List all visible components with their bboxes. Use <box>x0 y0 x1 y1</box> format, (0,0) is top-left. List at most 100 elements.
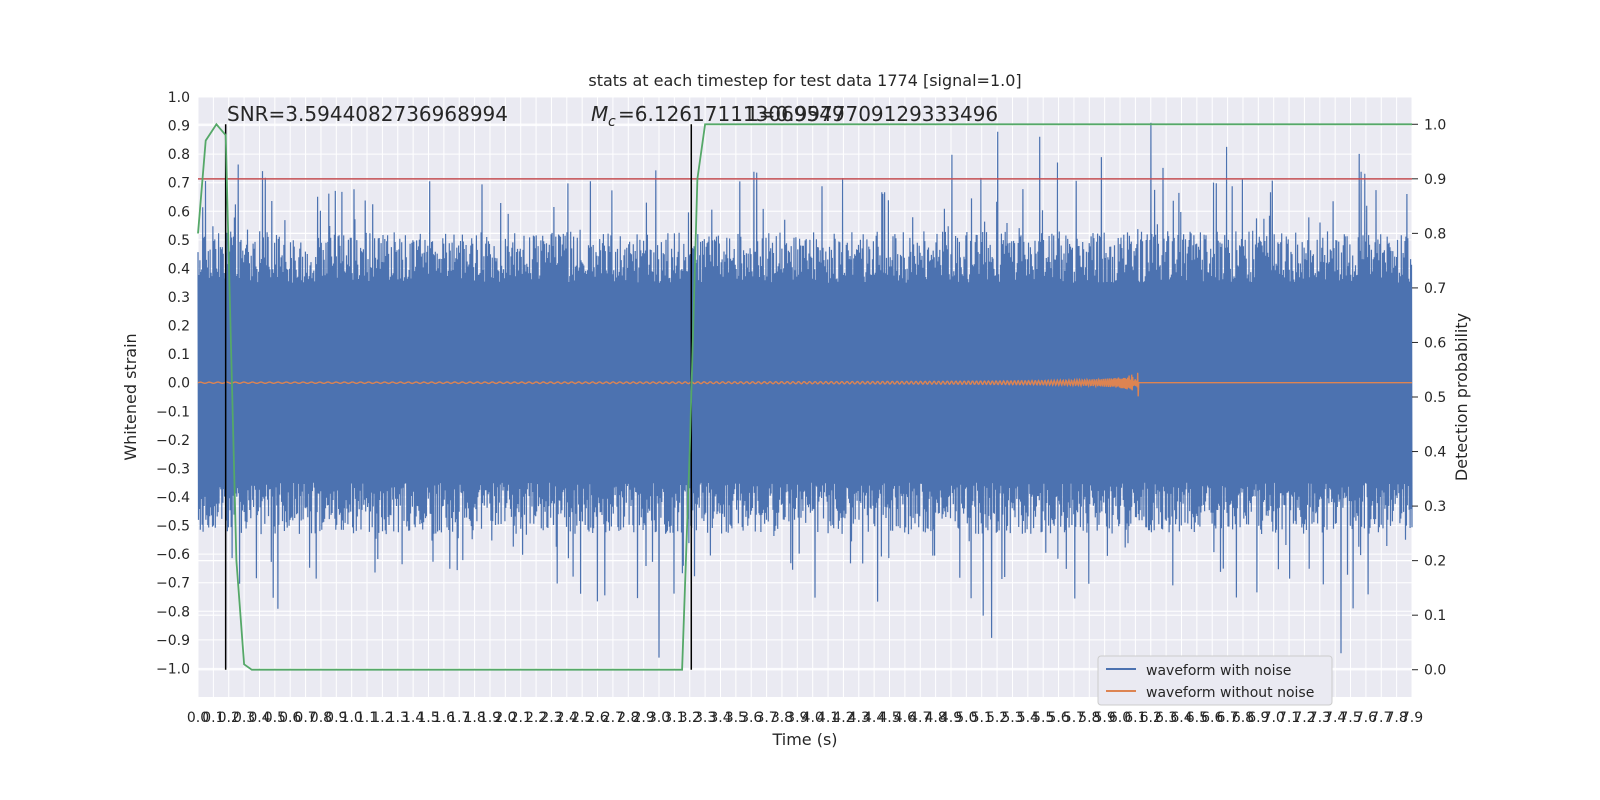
x-tick-52: 5.2 <box>986 710 1008 726</box>
y2-tick-5: 0.5 <box>1424 390 1446 406</box>
x-tick-26: 2.6 <box>586 710 608 726</box>
x-tick-28: 2.8 <box>617 710 639 726</box>
x-tick-1: 0.1 <box>202 710 224 726</box>
x-tick-39: 3.9 <box>786 710 808 726</box>
y-tick-11: 0.1 <box>168 347 190 363</box>
y-tick-20: 1.0 <box>168 90 190 106</box>
y-tick-9: −0.1 <box>156 404 190 420</box>
y-tick-6: −0.4 <box>156 490 190 506</box>
y-tick-5: −0.5 <box>156 519 190 535</box>
x-tick-37: 3.7 <box>755 710 777 726</box>
x-axis-label: Time (s) <box>771 730 837 749</box>
x-tick-64: 6.4 <box>1170 710 1192 726</box>
y-tick-labels: −1.0 −0.9 −0.8 −0.7 −0.6 −0.5 −0.4 −0.3 −0.2 −0.1… <box>156 90 190 677</box>
x-tick-58: 5.8 <box>1078 710 1100 726</box>
x-tick-35: 3.5 <box>725 710 747 726</box>
probability-trace <box>197 122 1412 671</box>
chart-title: stats at each timestep for test data 177… <box>588 71 1021 90</box>
y-tick-10: 0.0 <box>168 376 190 392</box>
x-tick-70: 7.0 <box>1263 710 1285 726</box>
noise-trace <box>197 122 1413 658</box>
x-tick-4: 0.4 <box>248 710 270 726</box>
y2-tick-10: 1.0 <box>1424 117 1446 133</box>
x-tick-41: 4.1 <box>817 710 839 726</box>
chirp-trace <box>197 372 1412 397</box>
x-tick-46: 4.6 <box>894 710 916 726</box>
y-tick-0: −1.0 <box>156 661 190 677</box>
x-tick-55: 5.5 <box>1032 710 1054 726</box>
x-tick-43: 4.3 <box>848 710 870 726</box>
x-tick-77: 7.7 <box>1370 710 1392 726</box>
x-tick-65: 6.5 <box>1186 710 1208 726</box>
y-tick-19: 0.9 <box>168 119 190 135</box>
x-tick-69: 6.9 <box>1247 710 1269 726</box>
x-tick-42: 4.2 <box>832 710 854 726</box>
y2-tick-8: 0.8 <box>1424 226 1446 242</box>
legend-label-noise: waveform with noise <box>1146 663 1291 679</box>
x-tick-59: 5.9 <box>1094 710 1116 726</box>
x-tick-60: 6.0 <box>1109 710 1131 726</box>
x-tick-79: 7.9 <box>1401 710 1423 726</box>
x-tick-66: 6.6 <box>1201 710 1223 726</box>
x-tick-16: 1.6 <box>433 710 455 726</box>
y2-tick-2: 0.2 <box>1424 554 1446 570</box>
x-tick-50: 5.0 <box>955 710 977 726</box>
y-tick-17: 0.7 <box>168 176 190 192</box>
y2-tick-3: 0.3 <box>1424 499 1446 515</box>
y-tick-8: −0.2 <box>156 433 190 449</box>
x-tick-2: 0.2 <box>218 710 240 726</box>
x-tick-11: 1.1 <box>356 710 378 726</box>
x-tick-72: 7.2 <box>1293 710 1315 726</box>
x-tick-71: 7.1 <box>1278 710 1300 726</box>
x-tick-24: 2.4 <box>556 710 578 726</box>
x-tick-67: 6.7 <box>1216 710 1238 726</box>
x-tick-38: 3.8 <box>771 710 793 726</box>
y-tick-7: −0.3 <box>156 461 190 477</box>
x-tick-13: 1.3 <box>387 710 409 726</box>
x-tick-73: 7.3 <box>1309 710 1331 726</box>
x-tick-76: 7.6 <box>1355 710 1377 726</box>
y2-tick-6: 0.6 <box>1424 335 1446 351</box>
x-tick-78: 7.8 <box>1386 710 1408 726</box>
x-tick-29: 2.9 <box>633 710 655 726</box>
y-tick-18: 0.8 <box>168 147 190 163</box>
x-tick-54: 5.4 <box>1017 710 1039 726</box>
y2-tick-labels: 0.0 0.1 0.2 0.3 0.4 0.5 0.6 0.7 0.8 0.9 1.0 <box>1412 117 1446 679</box>
x-tick-3: 0.3 <box>233 710 255 726</box>
x-tick-32: 3.2 <box>679 710 701 726</box>
x-tick-14: 1.4 <box>402 710 424 726</box>
x-tick-44: 4.4 <box>863 710 885 726</box>
y-tick-13: 0.3 <box>168 290 190 306</box>
x-tick-48: 4.8 <box>924 710 946 726</box>
y2-tick-1: 0.1 <box>1424 608 1446 624</box>
mc-subscript: c <box>608 114 616 130</box>
x-tick-74: 7.4 <box>1324 710 1346 726</box>
x-tick-47: 4.7 <box>909 710 931 726</box>
x-tick-20: 2.0 <box>494 710 516 726</box>
x-tick-61: 6.1 <box>1124 710 1146 726</box>
y-axis-label: Whitened strain <box>121 333 140 460</box>
y-tick-4: −0.6 <box>156 547 190 563</box>
legend-box <box>1097 655 1333 706</box>
x-tick-45: 4.5 <box>878 710 900 726</box>
y2-tick-4: 0.4 <box>1424 445 1446 461</box>
x-tick-17: 1.7 <box>448 710 470 726</box>
y-tick-12: 0.2 <box>168 319 190 335</box>
x-tick-63: 6.3 <box>1155 710 1177 726</box>
x-tick-57: 5.7 <box>1063 710 1085 726</box>
series-detection-probability <box>197 122 1412 671</box>
x-tick-labels: 0.00.10.20.30.40.50.60.70.80.91.01.11.21… <box>187 710 1423 726</box>
x-tick-40: 4.0 <box>802 710 824 726</box>
x-tick-62: 6.2 <box>1140 710 1162 726</box>
x-tick-22: 2.2 <box>525 710 547 726</box>
x-tick-10: 1.0 <box>341 710 363 726</box>
series-waveform-with-noise <box>197 122 1413 658</box>
x-tick-30: 3.0 <box>648 710 670 726</box>
y2-tick-7: 0.7 <box>1424 281 1446 297</box>
x-tick-8: 0.8 <box>310 710 332 726</box>
x-tick-9: 0.9 <box>325 710 347 726</box>
x-tick-23: 2.3 <box>540 710 562 726</box>
y-tick-1: −0.9 <box>156 633 190 649</box>
x-tick-68: 6.8 <box>1232 710 1254 726</box>
